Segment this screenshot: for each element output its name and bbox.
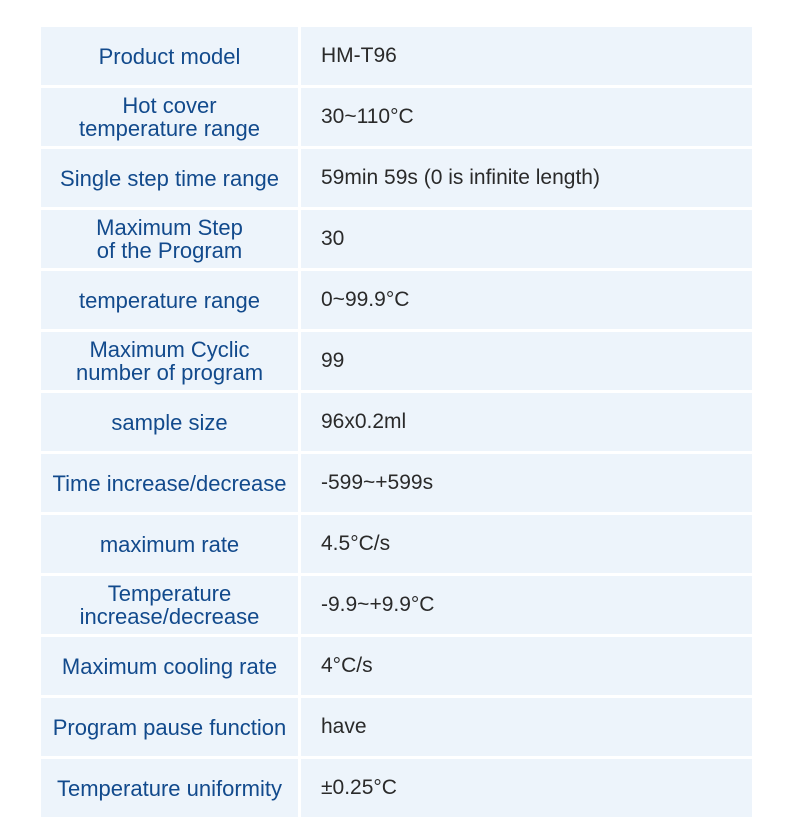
spec-label: Single step time range xyxy=(41,149,298,207)
spec-label: Maximum Step of the Program xyxy=(41,210,298,268)
spec-label: Product model xyxy=(41,27,298,85)
spec-label: Program pause function xyxy=(41,698,298,756)
spec-table: Product model HM-T96 Hot cover temperature… xyxy=(41,27,752,817)
spec-label: Maximum Cyclic number of program xyxy=(41,332,298,390)
spec-value: 59min 59s (0 is infinite length) xyxy=(301,149,752,207)
spec-value: 30 xyxy=(301,210,752,268)
spec-value: 30~110°C xyxy=(301,88,752,146)
spec-value: have xyxy=(301,698,752,756)
spec-label: temperature range xyxy=(41,271,298,329)
spec-label: Temperature increase/decrease xyxy=(41,576,298,634)
spec-label: Temperature uniformity xyxy=(41,759,298,817)
spec-label: Hot cover temperature range xyxy=(41,88,298,146)
spec-value: 4.5°C/s xyxy=(301,515,752,573)
spec-label: Time increase/decrease xyxy=(41,454,298,512)
spec-label: Maximum cooling rate xyxy=(41,637,298,695)
spec-value: -9.9~+9.9°C xyxy=(301,576,752,634)
spec-value: -599~+599s xyxy=(301,454,752,512)
spec-label: sample size xyxy=(41,393,298,451)
spec-label: maximum rate xyxy=(41,515,298,573)
spec-value: 99 xyxy=(301,332,752,390)
spec-value: HM-T96 xyxy=(301,27,752,85)
spec-value: 4°C/s xyxy=(301,637,752,695)
spec-value: ±0.25°C xyxy=(301,759,752,817)
spec-value: 0~99.9°C xyxy=(301,271,752,329)
spec-value: 96x0.2ml xyxy=(301,393,752,451)
